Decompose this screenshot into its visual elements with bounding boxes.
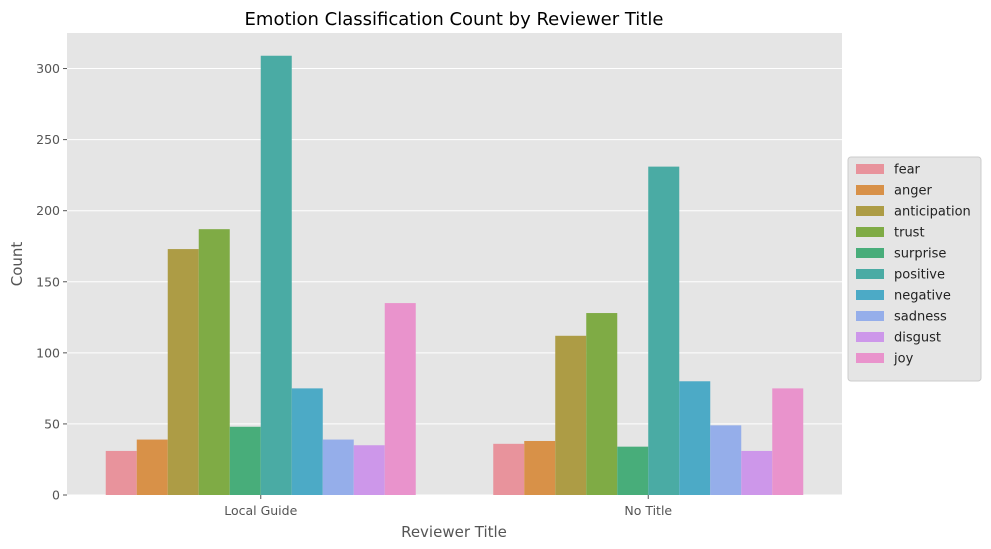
bar-sadness <box>322 439 354 495</box>
y-axis-label: Count <box>8 242 26 287</box>
bar-anticipation <box>555 335 587 495</box>
bar-surprise <box>617 446 649 495</box>
bar-anger <box>524 440 556 495</box>
bar-trust <box>198 229 230 495</box>
legend-label-sadness: sadness <box>894 310 947 325</box>
bar-surprise <box>229 426 261 495</box>
legend-swatch-fear <box>856 164 884 174</box>
legend-swatch-negative <box>856 290 884 300</box>
legend-label-trust: trust <box>894 226 925 241</box>
bar-anticipation <box>167 249 199 495</box>
bar-fear <box>493 443 525 495</box>
bar-anger <box>136 439 168 495</box>
bar-joy <box>384 303 416 495</box>
legend-swatch-anticipation <box>856 206 884 216</box>
bar-disgust <box>741 450 773 495</box>
bar-positive <box>260 55 292 495</box>
legend-label-surprise: surprise <box>894 247 946 262</box>
chart-title: Emotion Classification Count by Reviewer… <box>245 9 664 30</box>
y-tick-label: 200 <box>36 203 60 218</box>
y-tick-label: 150 <box>36 274 60 289</box>
legend-label-fear: fear <box>894 163 921 178</box>
legend-label-positive: positive <box>894 268 945 283</box>
legend-label-joy: joy <box>893 352 914 367</box>
bars-group <box>105 55 804 495</box>
y-tick-label: 300 <box>36 61 60 76</box>
bar-positive <box>648 166 680 495</box>
legend-swatch-trust <box>856 227 884 237</box>
x-axis-ticks: Local Guide No Title <box>224 495 672 518</box>
legend-label-anticipation: anticipation <box>894 205 971 220</box>
legend-swatch-disgust <box>856 332 884 342</box>
legend-label-disgust: disgust <box>894 331 941 346</box>
bar-disgust <box>353 445 385 495</box>
x-tick-label: Local Guide <box>224 503 297 518</box>
y-tick-label: 250 <box>36 132 60 147</box>
x-axis-label: Reviewer Title <box>401 523 507 541</box>
legend-swatch-joy <box>856 353 884 363</box>
legend-swatch-surprise <box>856 248 884 258</box>
x-tick-label: No Title <box>624 503 672 518</box>
legend-swatch-anger <box>856 185 884 195</box>
bar-fear <box>105 450 137 495</box>
legend-label-negative: negative <box>894 289 951 304</box>
bar-negative <box>679 381 711 495</box>
bar-sadness <box>710 425 742 495</box>
y-tick-label: 100 <box>36 345 60 360</box>
y-tick-label: 50 <box>44 416 60 431</box>
y-tick-label: 0 <box>52 488 60 503</box>
legend-swatch-sadness <box>856 311 884 321</box>
legend: fear anger anticipation trust surprise positi… <box>847 156 982 382</box>
y-axis-ticks: 0 50 100 150 200 250 300 <box>36 61 67 503</box>
legend-label-anger: anger <box>894 184 932 199</box>
bar-joy <box>772 388 804 495</box>
legend-swatch-positive <box>856 269 884 279</box>
bar-trust <box>586 313 618 495</box>
bar-negative <box>291 388 323 495</box>
